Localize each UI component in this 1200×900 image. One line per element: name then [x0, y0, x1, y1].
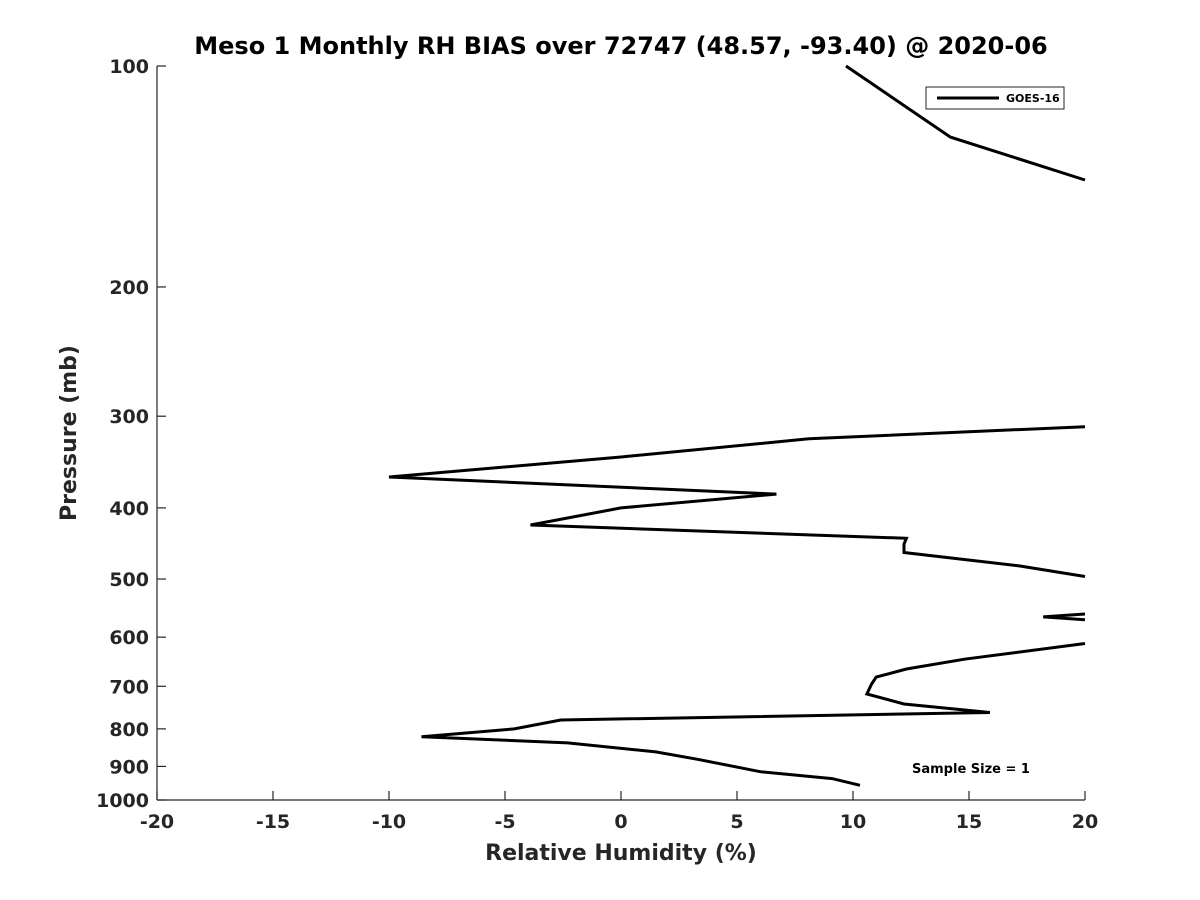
y-axis-label: Pressure (mb)	[57, 345, 82, 521]
x-tick-label: -10	[372, 811, 406, 833]
x-tick-label: 5	[730, 811, 743, 833]
x-tick-label: 20	[1072, 811, 1098, 833]
y-tick-label: 600	[109, 627, 149, 649]
x-tick-label: -5	[494, 811, 515, 833]
y-tick-label: 400	[109, 498, 149, 520]
x-tick-label: 10	[840, 811, 866, 833]
y-tick-label: 800	[109, 719, 149, 741]
x-axis-label: Relative Humidity (%)	[485, 841, 757, 866]
y-tick-label: 100	[109, 56, 149, 78]
x-tick-label: -20	[140, 811, 174, 833]
series-line-segment	[1043, 612, 1086, 622]
chart-title: Meso 1 Monthly RH BIAS over 72747 (48.57…	[194, 32, 1047, 60]
y-tick-label: 700	[109, 676, 149, 698]
x-tick-label: -15	[256, 811, 290, 833]
y-tick-label: 200	[109, 277, 149, 299]
legend: GOES-16	[925, 86, 1065, 110]
legend-label: GOES-16	[1006, 92, 1060, 105]
y-tick-label: 900	[109, 756, 149, 778]
y-tick-label: 500	[109, 569, 149, 591]
y-tick-label: 1000	[96, 790, 149, 812]
series-line-segment	[388, 425, 1086, 578]
sample-size-annotation: Sample Size = 1	[912, 762, 1030, 777]
annotations: Sample Size = 1	[912, 762, 1030, 777]
series-line-segment	[845, 64, 1086, 182]
series-layer	[388, 64, 1086, 787]
x-tick-label: 0	[614, 811, 627, 833]
series-line-segment	[421, 642, 1086, 787]
x-tick-label: 15	[956, 811, 982, 833]
y-tick-label: 300	[109, 406, 149, 428]
axes: -20 -15 -10 -5 0 5 10 15 20 100 200 300 400 500 600 700…	[96, 56, 1098, 833]
